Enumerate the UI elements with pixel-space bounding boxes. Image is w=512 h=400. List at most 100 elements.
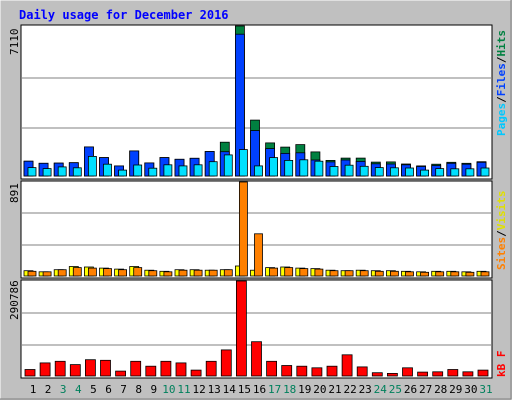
bar-pages-day-14 [223,154,233,177]
bar-kb-f-day-5 [85,359,96,377]
x-label-day-3: 3 [60,383,67,396]
x-label-day-31: 31 [479,383,492,396]
x-label-day-11: 11 [177,383,190,396]
bar-sites-day-22 [344,270,354,277]
bar-sites-day-16 [254,233,263,277]
bar-pages-day-11 [178,165,188,177]
bar-kb-f-day-14 [220,349,232,377]
x-label-day-9: 9 [150,383,157,396]
bar-kb-f-day-25 [386,372,398,377]
bar-pages-day-20 [314,160,324,177]
bar-pages-day-22 [344,164,354,177]
legend-visits: Visits [495,191,508,231]
bar-kb-f-day-21 [326,365,338,377]
bar-pages-day-12 [193,164,203,177]
bar-sites-day-14 [223,269,233,277]
x-label-day-14: 14 [223,383,237,396]
x-label-day-29: 29 [449,383,462,396]
bar-kb-f-day-1 [24,369,36,377]
bar-pages-day-19 [299,159,309,177]
bar-sites-day-11 [178,269,188,277]
bar-kb-f-day-28 [432,371,444,377]
bar-sites-day-4 [72,267,82,277]
x-label-day-24: 24 [374,383,388,396]
bar-pages-day-7 [118,169,127,177]
bar-pages-day-1 [27,167,37,177]
x-axis-labels: 1 2 3 4 5 6 7 8 9 10 11 12 13 14 15 16 17 18 19 20 21 22 23 24 2… [30,383,493,396]
bar-pages-day-18 [284,159,294,177]
bar-pages-day-6 [103,163,112,177]
bar-pages-day-17 [269,157,279,177]
bar-kb-f-day-8 [130,360,142,377]
bar-sites-day-21 [329,270,339,277]
x-label-day-22: 22 [343,383,356,396]
max-label-kbf: 290786 [8,280,21,320]
bar-kb-f-day-15 [235,280,247,377]
bar-sites-day-28 [435,271,445,277]
x-label-day-18: 18 [283,383,296,396]
x-label-day-6: 6 [105,383,112,396]
bar-sites-day-17 [269,267,279,277]
bar-pages-day-3 [57,166,67,177]
bar-kb-f-day-16 [251,341,262,377]
x-label-day-5: 5 [90,383,97,396]
legend-visits-sites: Sites/Visits [495,191,508,271]
bars-layer [23,25,490,377]
bar-sites-day-19 [299,268,309,277]
bar-sites-day-1 [27,270,37,277]
bar-sites-day-3 [57,269,67,277]
bar-kb-f-day-12 [190,369,202,377]
bar-sites-day-25 [389,270,399,277]
bar-kb-f-day-7 [115,370,126,377]
bar-pages-day-23 [359,165,369,177]
bar-pages-day-10 [163,164,173,177]
bar-sites-day-23 [359,270,369,277]
legend-sep-2: / [495,56,508,63]
bar-sites-day-18 [284,267,294,277]
bar-sites-day-15 [238,181,248,277]
bar-kb-f-day-26 [402,367,413,377]
x-label-day-26: 26 [404,383,417,396]
x-label-day-13: 13 [208,383,221,396]
bar-kb-f-day-27 [417,371,429,377]
bar-sites-day-20 [314,268,324,277]
x-label-day-20: 20 [313,383,326,396]
bar-sites-day-8 [133,267,143,277]
x-label-day-2: 2 [45,383,52,396]
bar-kb-f-day-3 [54,360,66,377]
max-label-hits: 7110 [8,29,21,56]
bar-sites-day-30 [465,271,475,277]
bar-pages-day-13 [208,161,218,177]
bar-sites-day-2 [42,271,52,277]
bar-kb-f-day-9 [145,365,157,377]
x-label-day-19: 19 [298,383,311,396]
x-label-day-17: 17 [268,383,281,396]
legend-files: Files [495,63,508,96]
bar-pages-day-27 [420,169,430,177]
legend-sep-3: / [495,230,508,237]
x-label-day-10: 10 [162,383,175,396]
max-label-visits: 891 [8,183,21,203]
bar-pages-day-4 [72,167,82,177]
bar-pages-day-8 [133,164,143,177]
bar-kb-f-day-23 [356,366,368,377]
bar-pages-day-5 [88,155,97,177]
x-label-day-8: 8 [135,383,142,396]
bar-sites-day-13 [208,269,218,277]
legend-sites: Sites [495,237,508,270]
legend-kbf: kB F [495,351,508,378]
x-label-day-28: 28 [434,383,447,396]
bar-sites-day-31 [480,271,490,277]
bar-pages-day-9 [148,167,158,177]
bar-kb-f-day-18 [281,365,293,377]
bar-sites-day-26 [405,271,414,277]
bar-kb-f-day-22 [341,354,353,377]
bar-kb-f-day-13 [205,360,217,377]
x-label-day-12: 12 [192,383,205,396]
bar-sites-day-10 [163,271,173,277]
legend-sep-1: / [495,96,508,103]
bar-pages-day-15 [238,149,248,177]
x-label-day-15: 15 [238,383,251,396]
bar-kb-f-day-30 [462,371,474,377]
